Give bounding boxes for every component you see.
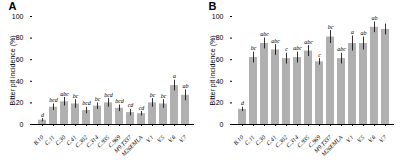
svg-text:C.30: C.30 xyxy=(254,134,266,146)
svg-text:C.935: C.935 xyxy=(96,134,111,149)
svg-text:abc: abc xyxy=(260,31,269,37)
svg-text:abc: abc xyxy=(293,45,302,51)
svg-text:A: A xyxy=(9,0,17,12)
svg-text:M9.T337: M9.T337 xyxy=(312,134,333,154)
svg-text:bcd: bcd xyxy=(82,100,92,106)
svg-text:C.11: C.11 xyxy=(43,134,55,146)
svg-text:C.30: C.30 xyxy=(54,134,66,146)
svg-text:80: 80 xyxy=(216,34,224,41)
svg-text:0: 0 xyxy=(220,121,224,128)
svg-text:c: c xyxy=(285,46,288,52)
svg-text:d: d xyxy=(41,112,45,118)
svg-text:ab: ab xyxy=(372,15,378,21)
svg-text:B.10: B.10 xyxy=(232,134,244,146)
svg-text:C.314: C.314 xyxy=(285,134,300,149)
svg-text:V.1: V.1 xyxy=(345,134,354,143)
svg-text:80: 80 xyxy=(16,34,24,41)
svg-text:100: 100 xyxy=(212,13,224,20)
svg-text:C.969: C.969 xyxy=(307,134,322,149)
svg-text:V.5: V.5 xyxy=(356,134,365,143)
svg-text:C.969: C.969 xyxy=(107,134,122,149)
svg-text:C.935: C.935 xyxy=(296,134,311,149)
svg-text:Bitter pit incidence (%): Bitter pit incidence (%) xyxy=(9,35,17,105)
svg-text:M26EMLA: M26EMLA xyxy=(120,134,144,158)
svg-text:C.41: C.41 xyxy=(65,134,78,147)
svg-text:abc: abc xyxy=(304,39,313,45)
svg-text:20: 20 xyxy=(16,99,24,106)
svg-text:cd: cd xyxy=(139,105,146,111)
svg-text:M26EMLA: M26EMLA xyxy=(320,134,344,158)
svg-text:abc: abc xyxy=(271,38,280,44)
svg-text:0: 0 xyxy=(20,121,24,128)
svg-text:60: 60 xyxy=(216,56,224,63)
svg-text:V.7: V.7 xyxy=(178,133,188,143)
svg-text:bc: bc xyxy=(150,92,156,98)
svg-text:bc: bc xyxy=(251,45,257,51)
svg-text:C.302: C.302 xyxy=(274,134,289,149)
svg-text:ab: ab xyxy=(183,83,189,89)
svg-text:M9.T337: M9.T337 xyxy=(112,134,133,154)
svg-text:bc: bc xyxy=(95,96,101,102)
svg-text:C.41: C.41 xyxy=(265,134,278,147)
svg-text:Bitter pit incidence (%): Bitter pit incidence (%) xyxy=(209,35,217,105)
svg-text:V.7: V.7 xyxy=(378,133,388,143)
svg-text:B.10: B.10 xyxy=(32,134,44,146)
svg-text:cd: cd xyxy=(128,102,135,108)
svg-text:V.1: V.1 xyxy=(145,134,154,143)
svg-text:20: 20 xyxy=(216,99,224,106)
svg-text:60: 60 xyxy=(16,56,24,63)
svg-text:c: c xyxy=(318,52,321,58)
svg-text:bc: bc xyxy=(328,24,334,30)
svg-text:ab: ab xyxy=(361,30,367,36)
svg-text:bc: bc xyxy=(161,93,167,99)
svg-text:abc: abc xyxy=(337,46,346,52)
svg-text:C.314: C.314 xyxy=(85,134,100,149)
svg-text:bcd: bcd xyxy=(115,98,125,104)
svg-text:C.11: C.11 xyxy=(243,134,255,146)
svg-text:V.6: V.6 xyxy=(167,134,176,143)
svg-text:bc: bc xyxy=(73,93,79,99)
svg-text:abc: abc xyxy=(60,91,69,97)
svg-text:V.6: V.6 xyxy=(367,134,376,143)
svg-text:bcd: bcd xyxy=(49,97,59,103)
svg-text:bcd: bcd xyxy=(104,92,114,98)
svg-text:a: a xyxy=(351,29,354,35)
svg-text:C.302: C.302 xyxy=(74,134,89,149)
svg-text:B: B xyxy=(209,0,217,12)
svg-text:40: 40 xyxy=(216,78,224,85)
svg-text:100: 100 xyxy=(12,13,24,20)
svg-text:a: a xyxy=(173,73,176,79)
svg-text:V.5: V.5 xyxy=(156,134,165,143)
svg-text:40: 40 xyxy=(16,78,24,85)
svg-text:d: d xyxy=(241,100,245,106)
